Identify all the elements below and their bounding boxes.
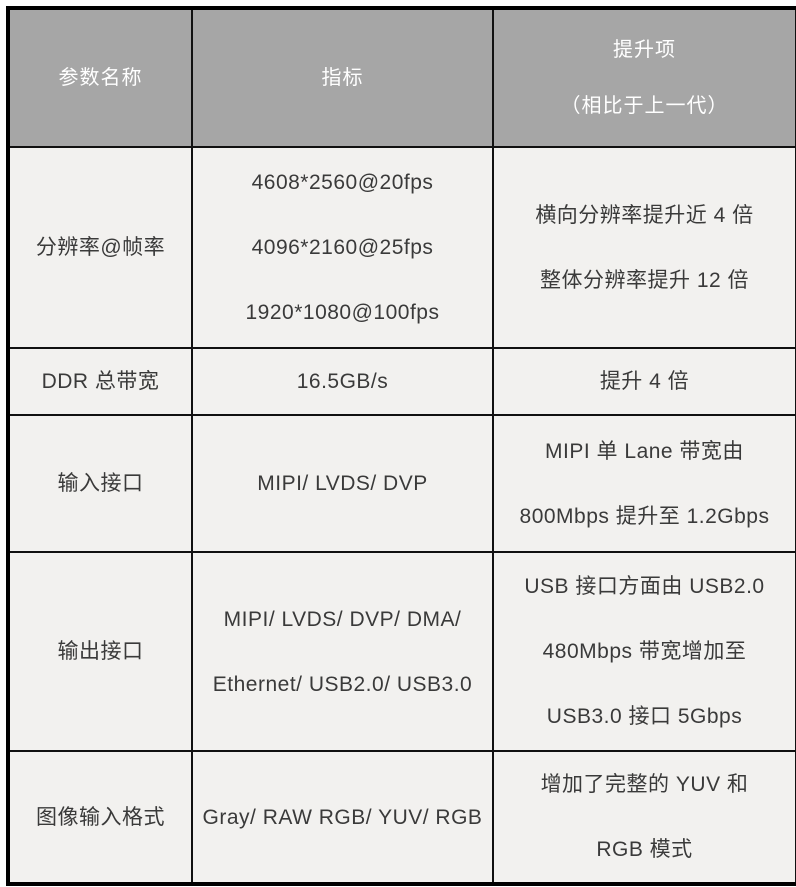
param-name: 分辨率@帧率: [35, 236, 166, 259]
spec-line: 4096*2160@25fps: [251, 236, 434, 259]
improvement-line: USB3.0 接口 5Gbps: [546, 705, 743, 728]
param-name: 图像输入格式: [36, 805, 165, 829]
spec-cell: Gray/ RAW RGB/ YUV/ RGB: [191, 750, 494, 885]
spec-line: MIPI/ LVDS/ DVP/ DMA/: [223, 607, 462, 631]
spec-line: MIPI/ LVDS/ DVP: [257, 472, 428, 495]
param-name: 输出接口: [57, 640, 144, 663]
improvement-line: 增加了完整的 YUV 和: [540, 773, 749, 796]
header-improvement-label-line2: （相比于上一代）: [560, 95, 729, 117]
header-cell-param: 参数名称: [7, 7, 193, 148]
param-cell: 输出接口: [7, 551, 193, 752]
improvement-line: RGB 模式: [596, 838, 693, 861]
improvement-cell: USB 接口方面由 USB2.0 480Mbps 带宽增加至 USB3.0 接口…: [492, 551, 796, 752]
param-cell: DDR 总带宽: [7, 347, 193, 416]
header-improvement-label-line1: 提升项: [613, 39, 676, 61]
table-row: 分辨率@帧率 4608*2560@20fps 4096*2160@25fps 1…: [7, 146, 796, 349]
header-cell-spec: 指标: [191, 7, 494, 148]
spec-line: 1920*1080@100fps: [245, 301, 440, 324]
improvement-line: 提升 4 倍: [599, 370, 690, 393]
spec-line: Ethernet/ USB2.0/ USB3.0: [212, 672, 473, 696]
param-cell: 图像输入格式: [7, 750, 193, 885]
improvement-cell: 增加了完整的 YUV 和 RGB 模式: [492, 750, 796, 885]
table-row: 输入接口 MIPI/ LVDS/ DVP MIPI 单 Lane 带宽由 800…: [7, 414, 796, 553]
spec-comparison-table: 参数名称 指标 提升项 （相比于上一代） 分辨率@帧率 4608*2560@20…: [6, 6, 796, 886]
header-cell-improvement: 提升项 （相比于上一代）: [492, 7, 796, 148]
param-name: DDR 总带宽: [41, 370, 160, 393]
improvement-cell: MIPI 单 Lane 带宽由 800Mbps 提升至 1.2Gbps: [492, 414, 796, 553]
improvement-line: 800Mbps 提升至 1.2Gbps: [519, 504, 770, 528]
param-name: 输入接口: [57, 472, 144, 495]
improvement-cell: 横向分辨率提升近 4 倍 整体分辨率提升 12 倍: [492, 146, 796, 349]
spec-cell: MIPI/ LVDS/ DVP: [191, 414, 494, 553]
spec-line: 16.5GB/s: [296, 370, 389, 393]
spec-cell: 16.5GB/s: [191, 347, 494, 416]
header-row: 参数名称 指标 提升项 （相比于上一代）: [7, 7, 796, 148]
table-row: 输出接口 MIPI/ LVDS/ DVP/ DMA/ Ethernet/ USB…: [7, 551, 796, 752]
table-row: DDR 总带宽 16.5GB/s 提升 4 倍: [7, 347, 796, 416]
improvement-line: 横向分辨率提升近 4 倍: [535, 203, 754, 227]
param-cell: 输入接口: [7, 414, 193, 553]
spec-line: Gray/ RAW RGB/ YUV/ RGB: [202, 805, 483, 829]
param-cell: 分辨率@帧率: [7, 146, 193, 349]
spec-cell: 4608*2560@20fps 4096*2160@25fps 1920*108…: [191, 146, 494, 349]
spec-line: 4608*2560@20fps: [251, 171, 434, 194]
table-row: 图像输入格式 Gray/ RAW RGB/ YUV/ RGB 增加了完整的 YU…: [7, 750, 796, 885]
improvement-line: MIPI 单 Lane 带宽由: [545, 439, 744, 463]
header-param-label: 参数名称: [58, 67, 143, 89]
spec-cell: MIPI/ LVDS/ DVP/ DMA/ Ethernet/ USB2.0/ …: [191, 551, 494, 752]
improvement-cell: 提升 4 倍: [492, 347, 796, 416]
header-spec-label: 指标: [321, 67, 364, 89]
improvement-line: 整体分辨率提升 12 倍: [539, 268, 750, 292]
improvement-line: 480Mbps 带宽增加至: [542, 640, 747, 663]
improvement-line: USB 接口方面由 USB2.0: [524, 575, 765, 598]
